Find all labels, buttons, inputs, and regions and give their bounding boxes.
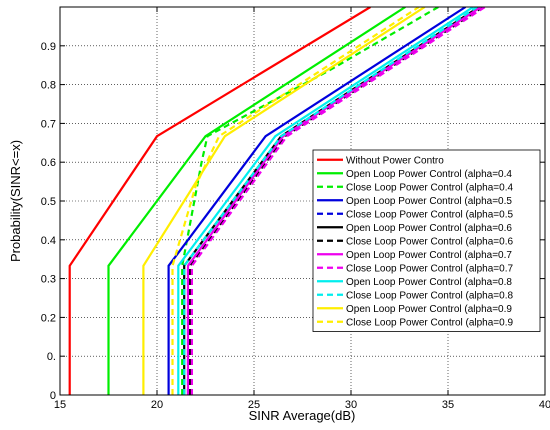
x-axis-label: SINR Average(dB) [249,408,356,423]
legend: Without Power Contro Open Loop Power Cont… [312,149,541,332]
y-tick-label: 0.6 [41,157,56,169]
x-tick-label: 15 [54,399,66,411]
series-line-3 [181,7,439,395]
series-line-11 [183,7,478,395]
x-tick-label: 40 [539,399,550,411]
legend-label: Close Loop Power Control (alpha=0.6 [346,236,513,247]
y-tick-label: 0.9 [41,41,56,53]
legend-label: Open Loop Power Control (alpha=0.9 [346,304,512,315]
y-axis-label: Probability(SINR<=x) [8,140,23,262]
series-line-13 [171,7,420,395]
legend-label: Close Loop Power Control (alpha=0.9 [346,317,513,328]
y-tick-label: 0. [47,351,56,363]
legend-label: Open Loop Power Control (alpha=0.7 [346,250,512,261]
legend-label: Close Loop Power Control (alpha=0.7 [346,263,513,274]
series-line-1 [68,7,371,395]
legend-label: Close Loop Power Control (alpha=0.8 [346,290,513,301]
series-line-8 [186,7,482,395]
x-tick-label: 20 [151,399,163,411]
legend-label: Open Loop Power Control (alpha=0.8 [346,277,512,288]
series-line-10 [177,7,474,395]
legend-label: Open Loop Power Control (alpha=0.6 [346,223,512,234]
series-line-4 [167,7,467,395]
series-line-12 [142,7,426,395]
legend-box [312,149,541,332]
y-tick-label: 0.7 [41,118,56,130]
legend-label: Close Loop Power Control (alpha=0.4 [346,182,513,193]
y-tick-label: 0.5 [41,196,56,208]
axis-ticks: 15 20 25 30 35 40 0 0. 0.2 0.3 0.4 0.5 0.6 0.7 0.8 0.9 [41,7,550,411]
x-tick-label: 25 [248,399,260,411]
y-tick-label: 0.4 [41,235,56,247]
y-tick-label: 0.8 [41,80,56,92]
legend-label: Close Loop Power Control (alpha=0.5 [346,209,513,220]
x-tick-label: 30 [345,399,357,411]
y-tick-label: 0.2 [41,312,56,324]
legend-label: Open Loop Power Control (alpha=0.4 [346,169,512,180]
series-group [68,7,486,395]
series-line-2 [107,7,406,395]
y-tick-label: 0.3 [41,274,56,286]
legend-label: Open Loop Power Control (alpha=0.5 [346,196,512,207]
series-line-7 [188,7,484,395]
y-tick-label: 0 [50,390,56,402]
x-tick-label: 35 [442,399,454,411]
legend-label: Without Power Contro [346,155,444,166]
series-line-9 [190,7,486,395]
